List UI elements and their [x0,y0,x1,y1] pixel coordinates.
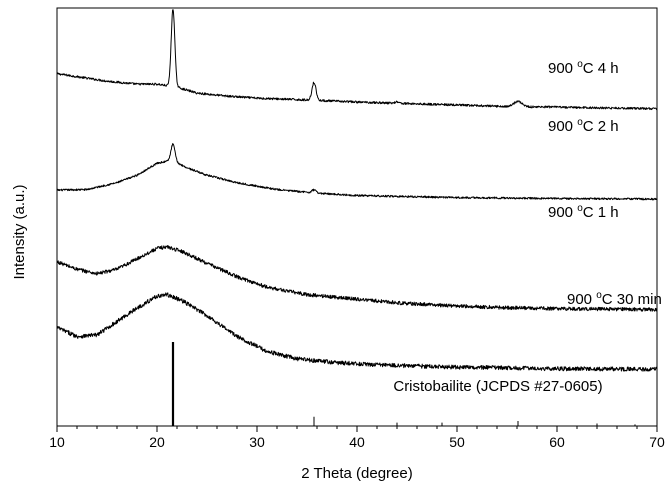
series-label-superscript: o [577,59,583,70]
series-label-suffix: C 30 min [602,291,662,308]
x-ticks [56,426,658,432]
series-label-3: 900 oC 1 h [548,203,619,221]
series-group [56,9,658,372]
x-tick-label-60: 60 [549,434,565,450]
x-tick-label-30: 30 [249,434,265,450]
series-line-2 [56,143,658,201]
series-line-1 [56,9,658,111]
series-line-4 [56,292,658,372]
series-label-superscript: o [577,203,583,214]
series-label-prefix: 900 [548,118,577,135]
series-label-4: 900 oC 30 min [567,290,662,308]
series-label-1: 900 oC 4 h [548,59,619,77]
series-label-suffix: C 2 h [583,118,619,135]
series-label-prefix: 900 [548,204,577,221]
series-label-prefix: 900 [548,60,577,77]
x-minor-ticks [76,426,638,429]
series-label-prefix: 900 [567,291,596,308]
series-label-suffix: C 1 h [583,204,619,221]
y-axis-title: Intensity (a.u.) [11,184,28,279]
reference-pattern [171,342,636,426]
series-label-superscript: o [577,117,583,128]
series-label-superscript: o [596,290,602,301]
x-tick-label-40: 40 [349,434,365,450]
x-tick-label-20: 20 [149,434,165,450]
series-label-2: 900 oC 2 h [548,117,619,135]
x-axis-title: 2 Theta (degree) [301,465,412,482]
reference-label: Cristobailite (JCPDS #27-0605) [393,378,602,395]
x-tick-label-10: 10 [49,434,65,450]
series-label-suffix: C 4 h [583,60,619,77]
series-line-3 [56,245,658,312]
x-tick-labels: 10 20 30 40 50 60 70 [49,434,665,450]
x-tick-label-70: 70 [649,434,665,450]
x-tick-label-50: 50 [449,434,465,450]
